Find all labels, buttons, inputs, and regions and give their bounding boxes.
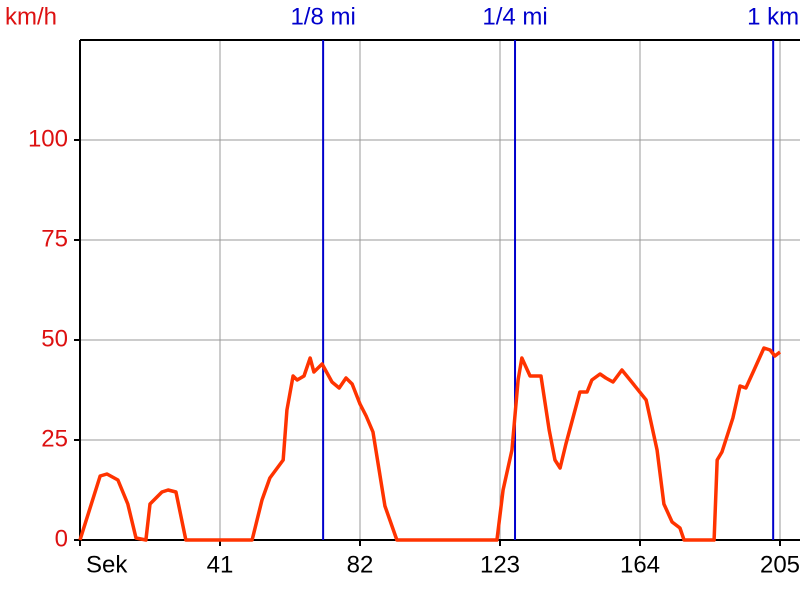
- y-tick-label: 100: [28, 125, 68, 152]
- y-tick-label: 0: [55, 525, 68, 552]
- x-tick-label: 205: [760, 551, 800, 578]
- y-axis-label: km/h: [5, 3, 57, 30]
- y-tick-label: 75: [41, 225, 68, 252]
- distance-marker-label: 1/8 mi: [290, 3, 355, 30]
- y-tick-label: 25: [41, 425, 68, 452]
- x-tick-label: Sek: [86, 551, 128, 578]
- x-tick-label: 82: [347, 551, 374, 578]
- x-tick-label: 123: [480, 551, 520, 578]
- x-tick-label: 41: [207, 551, 234, 578]
- distance-marker-label: 1/4 mi: [482, 3, 547, 30]
- speed-line: [78, 346, 782, 542]
- y-tick-label: 50: [41, 325, 68, 352]
- distance-marker-label: 1 km: [747, 3, 799, 30]
- x-tick-label: 164: [620, 551, 660, 578]
